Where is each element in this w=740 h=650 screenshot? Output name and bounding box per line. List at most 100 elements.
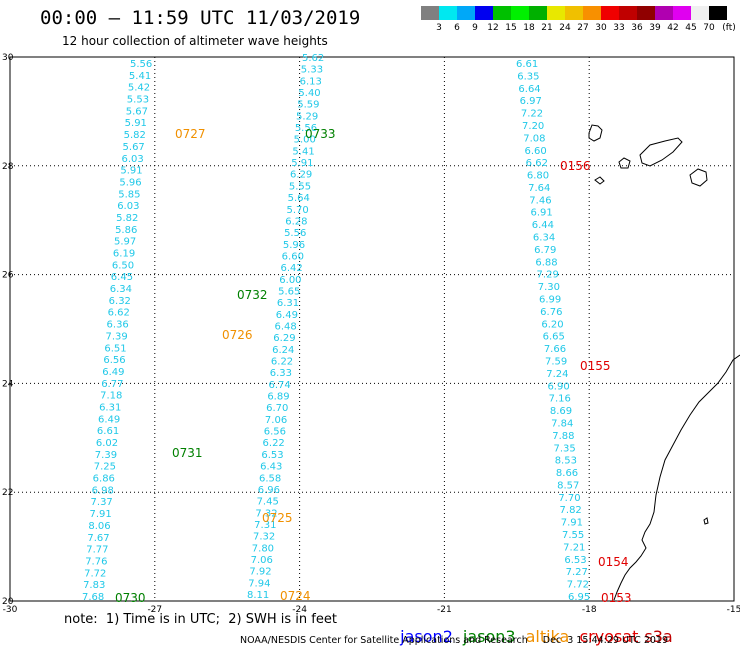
lon-tick-label: -18 [582,605,597,615]
wave-height-value: 6.19 [113,249,135,260]
wave-height-value: 6.56 [264,427,286,438]
wave-height-value: 6.02 [96,438,118,449]
colorbar-label: 45 [685,23,697,33]
wave-height-value: 8.53 [555,456,577,467]
pass-label: 0727 [175,127,206,141]
wave-height-value: 6.79 [534,245,556,256]
lat-lon-grid: -30 -27 -24 -21 -18 -15 30 28 26 24 22 20 [2,53,740,615]
wave-height-value: 5.96 [119,177,141,188]
wave-height-value: 6.89 [267,392,289,403]
wave-height-value: 6.51 [104,343,126,354]
wave-height-value: 6.60 [282,251,304,262]
pass-label: 0154 [598,555,629,569]
wave-height-value: 7.32 [255,508,277,519]
wave-height-value: 8.06 [88,521,110,532]
wave-height-value: 5.56 [295,123,317,134]
legend-altika: altika [525,627,570,646]
wave-height-value: 7.80 [252,543,274,554]
colorbar-swatch [601,6,619,20]
wave-height-value: 7.29 [537,270,559,281]
wave-height-value: 7.70 [558,493,580,504]
wave-height-value: 7.27 [566,567,588,578]
colorbar-swatch [619,6,637,20]
wave-height-value: 8.57 [557,480,579,491]
wave-height-value: 7.72 [567,580,589,591]
wave-height-value: 6.22 [271,357,293,368]
lat-tick-label: 22 [2,488,13,498]
wave-height-value: 5.91 [120,166,142,177]
wave-height-value: 7.24 [546,369,568,380]
wave-height-value: 5.91 [291,158,313,169]
wave-height-value: 7.94 [248,578,270,589]
colorbar-swatch [655,6,673,20]
wave-height-value: 6.88 [535,257,557,268]
colorbar-swatch [691,6,709,20]
wave-height-value: 6.43 [260,462,282,473]
colorbar-label: 70 [703,23,715,33]
wave-height-value: 6.35 [517,71,539,82]
wave-height-value: 7.46 [529,195,551,206]
satellite-legend: jason2 jason3 altika cryosat s3a [390,608,683,646]
wave-height-value: 6.22 [263,438,285,449]
wave-height-value: 6.44 [532,220,554,231]
wave-height-value: 6.62 [526,158,548,169]
wave-height-value: 5.82 [124,130,146,141]
colorbar-label: 18 [523,23,535,33]
wave-height-value: 6.31 [277,298,299,309]
wave-height-value: 6.49 [276,310,298,321]
wave-height-value: 7.67 [87,533,109,544]
wave-height-value: 5.67 [123,142,145,153]
wave-height-value: 5.00 [294,135,316,146]
wave-height-value: 5.59 [297,100,319,111]
wave-height-value: 6.53 [564,555,586,566]
wave-height-value: 5.67 [126,106,148,117]
wave-height-value: 6.29 [290,170,312,181]
wave-height-value: 6.50 [112,260,134,271]
wave-height-value: 6.00 [279,275,301,286]
wave-height-value: 6.20 [541,319,563,330]
map-subtitle: 12 hour collection of altimeter wave hei… [62,34,328,48]
wave-height-value: 6.03 [121,154,143,165]
colorbar-label: 6 [454,23,460,33]
pass-label: 0725 [262,511,293,525]
lat-tick-label: 20 [2,597,14,607]
colorbar-label: 42 [667,23,679,33]
wave-height-value: 6.49 [98,414,120,425]
legend-cryosat: cryosat [579,627,639,646]
wave-height-value: 6.31 [99,402,121,413]
colorbar-unit: (ft) [722,23,736,33]
wave-height-value: 7.76 [85,556,107,567]
colorbar-label: 3 [436,23,442,33]
wave-height-value: 6.36 [107,320,129,331]
lon-tick-label: -27 [147,605,162,615]
wave-height-value: 6.34 [533,233,555,244]
wave-height-value: 6.45 [111,272,133,283]
wave-height-value: 6.96 [258,485,280,496]
pass-label: 0732 [237,288,268,302]
coastline [588,124,740,601]
colorbar-label: 15 [505,23,517,33]
wave-height-value: 7.22 [521,109,543,120]
wave-height-value: 5.33 [301,65,323,76]
wave-height-value: 5.65 [278,286,300,297]
wave-height-value: 5.86 [115,225,137,236]
island-tenerife [639,137,683,167]
map-frame [9,56,735,602]
wave-height-value: 5.55 [289,181,311,192]
wave-height-value: 7.59 [545,356,567,367]
island-gomera [618,157,631,169]
wave-height-value: 7.30 [538,282,560,293]
wave-height-value: 7.32 [253,532,275,543]
lat-tick-label: 30 [2,53,14,63]
wave-height-value: 7.55 [562,530,584,541]
wave-height-value: 7.64 [528,183,550,194]
colorbar-swatch [511,6,529,20]
wave-height-value: 7.66 [544,344,566,355]
island-la-palma [588,124,603,142]
wave-height-value: 6.86 [93,474,115,485]
wave-height-value: 6.99 [539,295,561,306]
wave-height-value: 6.29 [273,333,295,344]
wave-height-value: 7.91 [561,518,583,529]
wave-height-value: 6.64 [518,84,540,95]
